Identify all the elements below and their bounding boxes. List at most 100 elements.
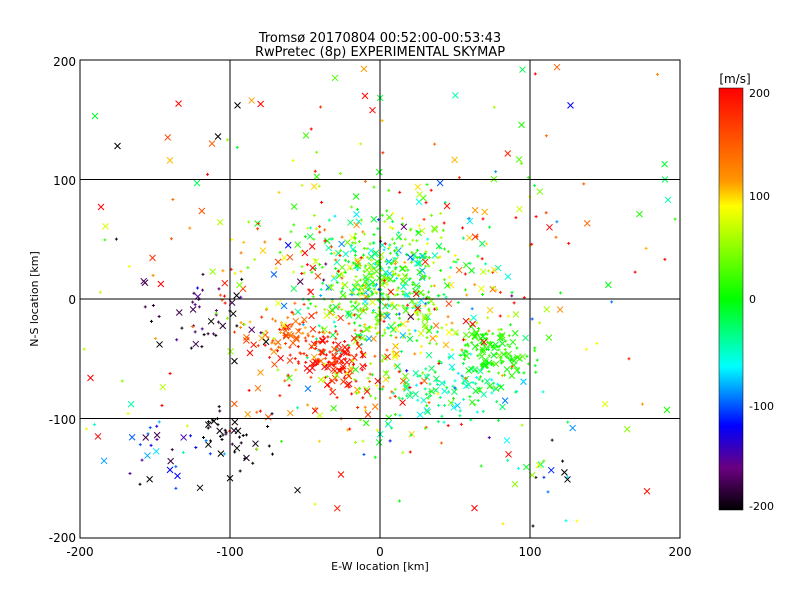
data-point-plus (436, 392, 440, 396)
data-point-plus (361, 283, 365, 287)
data-point-plus (251, 461, 255, 465)
data-point-plus (332, 251, 336, 255)
data-point-plus (114, 237, 118, 241)
data-point-x (448, 363, 456, 371)
data-point-x (140, 277, 148, 285)
data-point-plus (494, 288, 498, 292)
data-point-plus (429, 213, 433, 217)
data-point-plus (486, 345, 490, 349)
data-point-x (664, 196, 672, 204)
data-point-plus (510, 364, 514, 368)
data-point-x (248, 326, 256, 334)
data-point-plus (323, 362, 327, 366)
data-point-plus (501, 360, 505, 364)
data-point-plus (328, 350, 332, 354)
data-point-plus (340, 289, 344, 293)
data-point-plus (323, 228, 327, 232)
data-point-x (451, 388, 458, 396)
data-point-x (522, 463, 530, 471)
colorbar-tick: 100 (749, 190, 770, 203)
data-point-x (422, 324, 429, 332)
data-point-plus (357, 302, 361, 306)
data-point-plus (329, 387, 333, 391)
data-point-x (497, 383, 505, 391)
data-point-plus (299, 352, 303, 356)
data-point-plus (193, 303, 197, 307)
data-point-x (468, 267, 476, 274)
data-point-plus (354, 274, 358, 278)
data-point-plus (360, 309, 364, 313)
data-point-plus (128, 471, 132, 475)
data-point-plus (481, 347, 485, 351)
data-point-x (400, 283, 407, 291)
data-point-plus (151, 273, 155, 277)
data-point-x (159, 383, 167, 391)
data-point-x (481, 208, 489, 216)
data-point-plus (277, 345, 281, 349)
data-point-plus (386, 260, 390, 264)
data-point-plus (168, 372, 172, 376)
data-point-plus (171, 198, 175, 202)
data-point-plus (427, 401, 431, 405)
data-point-x (415, 260, 422, 268)
data-point-x (274, 338, 282, 346)
data-point-plus (485, 332, 489, 336)
data-point-x (157, 280, 165, 288)
data-point-x (362, 278, 370, 285)
data-point-x (271, 361, 278, 368)
data-point-x (359, 334, 366, 342)
data-point-plus (366, 376, 370, 380)
data-point-plus (318, 225, 322, 229)
data-point-plus (320, 200, 324, 204)
data-point-x (413, 259, 421, 267)
data-point-plus (303, 326, 307, 330)
data-point-plus (350, 304, 354, 308)
data-point-plus (436, 383, 440, 387)
data-point-x (363, 385, 370, 393)
data-point-plus (155, 424, 159, 428)
data-point-plus (226, 316, 230, 320)
data-point-plus (446, 250, 450, 254)
chart-title: Tromsø 20170804 00:52:00-00:53:43 (258, 31, 501, 46)
data-point-plus (373, 455, 377, 459)
data-point-plus (440, 326, 444, 330)
data-point-plus (358, 240, 362, 244)
data-point-x (207, 317, 215, 325)
data-point-x (149, 254, 156, 262)
data-point-plus (370, 293, 374, 297)
data-point-plus (414, 283, 418, 287)
data-point-plus (242, 323, 246, 327)
data-point-plus (391, 259, 395, 263)
data-point-plus (358, 324, 362, 328)
data-point-x (567, 102, 574, 109)
data-point-x (286, 409, 294, 417)
data-point-plus (206, 420, 210, 424)
data-point-plus (456, 371, 460, 375)
data-point-x (466, 234, 473, 242)
data-point-plus (279, 330, 283, 334)
data-point-plus (398, 499, 402, 503)
data-point-plus (380, 119, 384, 123)
data-point-plus (415, 239, 419, 243)
data-point-plus (344, 258, 348, 262)
data-point-plus (151, 303, 155, 307)
data-point-plus (305, 356, 309, 360)
data-point-plus (415, 339, 419, 343)
data-point-plus (535, 358, 539, 362)
data-point-plus (200, 327, 204, 331)
data-point-plus (673, 217, 677, 221)
data-point-x (294, 241, 302, 248)
data-point-plus (461, 338, 465, 342)
data-point-plus (331, 341, 335, 345)
data-point-plus (474, 369, 478, 373)
data-point-plus (492, 388, 496, 392)
data-point-plus (541, 390, 545, 394)
data-point-x (503, 437, 511, 444)
data-point-plus (393, 249, 397, 253)
data-point-x (286, 357, 294, 364)
data-point-plus (368, 242, 372, 246)
data-point-plus (321, 348, 325, 352)
data-point-x (418, 252, 426, 260)
data-point-plus (323, 307, 327, 311)
data-point-x (553, 63, 561, 71)
